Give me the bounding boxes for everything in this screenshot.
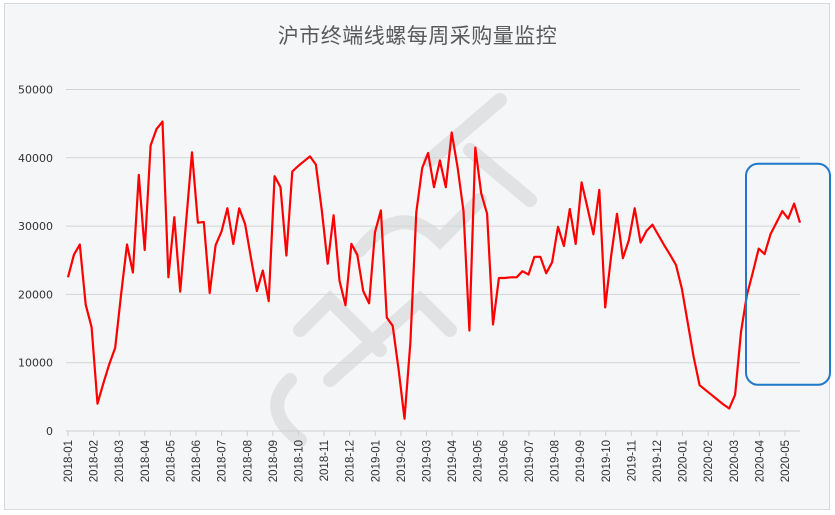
- x-tick-label: 2019-11: [626, 440, 638, 481]
- grid-lines: [66, 89, 800, 364]
- x-tick-label: 2018-08: [242, 440, 254, 482]
- x-tick-label: 2019-01: [370, 440, 382, 482]
- x-tick-label: 2020-04: [754, 439, 766, 482]
- x-tick-label: 2018-05: [165, 440, 177, 482]
- y-tick-label: 20000: [18, 288, 53, 301]
- x-tick-label: 2020-01: [678, 440, 690, 482]
- y-tick-label: 0: [46, 425, 53, 438]
- x-tick-label: 2018-10: [293, 440, 305, 482]
- x-tick-label: 2018-01: [63, 440, 75, 482]
- x-tick-label: 2019-09: [575, 440, 587, 482]
- x-tick-label: 2020-05: [780, 440, 792, 482]
- x-tick-label: 2018-04: [140, 439, 152, 482]
- chart-title: 沪市终端线螺每周采购量监控: [277, 24, 558, 48]
- y-tick-label: 40000: [18, 152, 53, 165]
- y-tick-label: 50000: [18, 84, 53, 97]
- x-tick-label: 2018-02: [89, 440, 101, 482]
- x-tick-label: 2019-12: [652, 440, 664, 482]
- watermark-logo: [270, 93, 537, 447]
- y-tick-label: 30000: [18, 220, 53, 233]
- x-tick-label: 2018-12: [345, 440, 357, 482]
- x-tick-label: 2019-07: [524, 440, 536, 482]
- x-tick-label: 2020-03: [729, 440, 741, 482]
- highlight-box: [745, 162, 831, 386]
- series-line: [66, 120, 802, 420]
- x-tick-label: 2019-02: [396, 440, 408, 482]
- x-tick-label: 2018-06: [191, 440, 203, 482]
- x-tick-label: 2019-05: [473, 440, 485, 482]
- x-tick-label: 2019-08: [550, 440, 562, 482]
- x-axis: 2018-01 2018-02 2018-03 2018-04 2018-05 2018-…: [63, 430, 800, 482]
- x-tick-label: 2019-04: [447, 439, 459, 482]
- x-tick-label: 2018-03: [114, 440, 126, 482]
- x-tick-label: 2019-03: [422, 440, 434, 482]
- x-tick-label: 2018-11: [319, 440, 331, 481]
- y-axis: 0 10000 20000 30000 40000 50000: [18, 84, 53, 439]
- x-tick-label: 2019-10: [601, 440, 613, 482]
- x-tick-label: 2020-02: [703, 440, 715, 482]
- x-tick-label: 2019-06: [498, 440, 510, 482]
- y-tick-label: 10000: [18, 357, 53, 370]
- chart-frame: [4, 3, 830, 510]
- x-tick-label: 2018-09: [268, 440, 280, 482]
- x-tick-label: 2018-07: [217, 440, 229, 482]
